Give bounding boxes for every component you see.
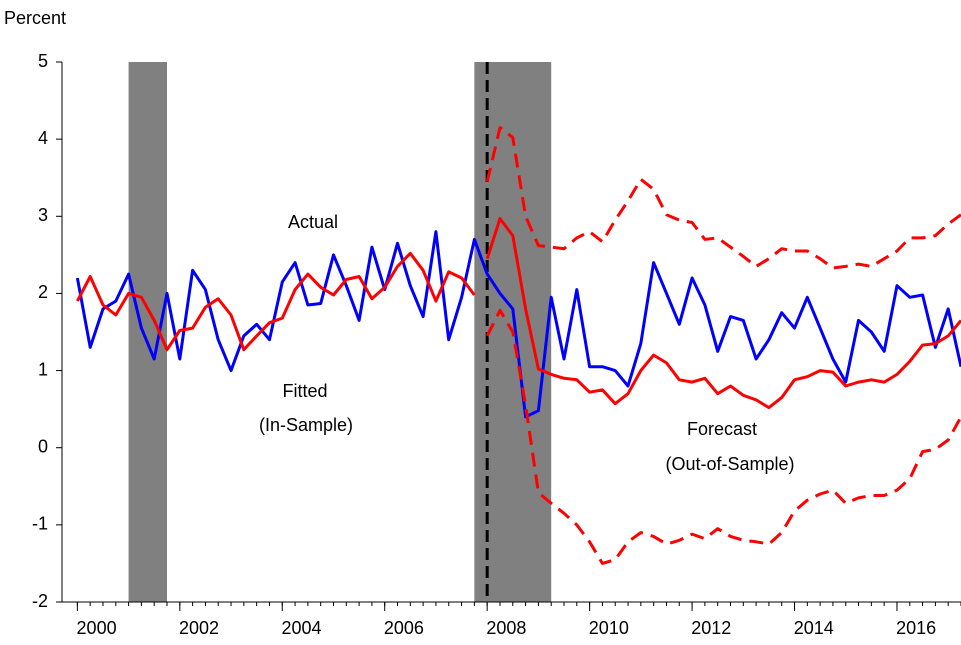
x-tick-label: 2004 <box>281 618 321 638</box>
series-line <box>485 126 961 270</box>
plot-area: -2 -1 0 1 2 3 4 5 2000 2002 2004 2006 2008 2010 2012 20… <box>32 51 961 638</box>
series-line <box>485 308 961 565</box>
x-tick-label: 2000 <box>77 618 117 638</box>
y-tick-label: -1 <box>32 514 48 534</box>
y-tick-label: 5 <box>38 51 48 71</box>
x-tick-label: 2006 <box>384 618 424 638</box>
x-tick-label: 2008 <box>486 618 526 638</box>
series-line <box>75 230 961 419</box>
x-tick-label: 2012 <box>691 618 731 638</box>
x-tick-label: 2002 <box>179 618 219 638</box>
y-tick-label: 3 <box>38 205 48 225</box>
x-tick-label: 2016 <box>896 618 936 638</box>
annotation: (In-Sample) <box>259 415 353 435</box>
y-tick-label: -2 <box>32 591 48 611</box>
annotation: Actual <box>288 212 338 232</box>
annotation: Forecast <box>687 419 757 439</box>
y-tick-label: 1 <box>38 359 48 379</box>
series-line <box>76 251 476 352</box>
annotation: Fitted <box>282 381 327 401</box>
y-tick-label: 2 <box>38 282 48 302</box>
series-line <box>485 217 961 410</box>
y-tick-label: 4 <box>38 128 48 148</box>
y-axis-label: Percent <box>4 8 66 28</box>
x-tick-label: 2010 <box>589 618 629 638</box>
y-tick-label: 0 <box>38 436 48 456</box>
x-tick-label: 2014 <box>794 618 834 638</box>
annotation: (Out-of-Sample) <box>665 454 794 474</box>
recession-shade <box>128 62 168 602</box>
